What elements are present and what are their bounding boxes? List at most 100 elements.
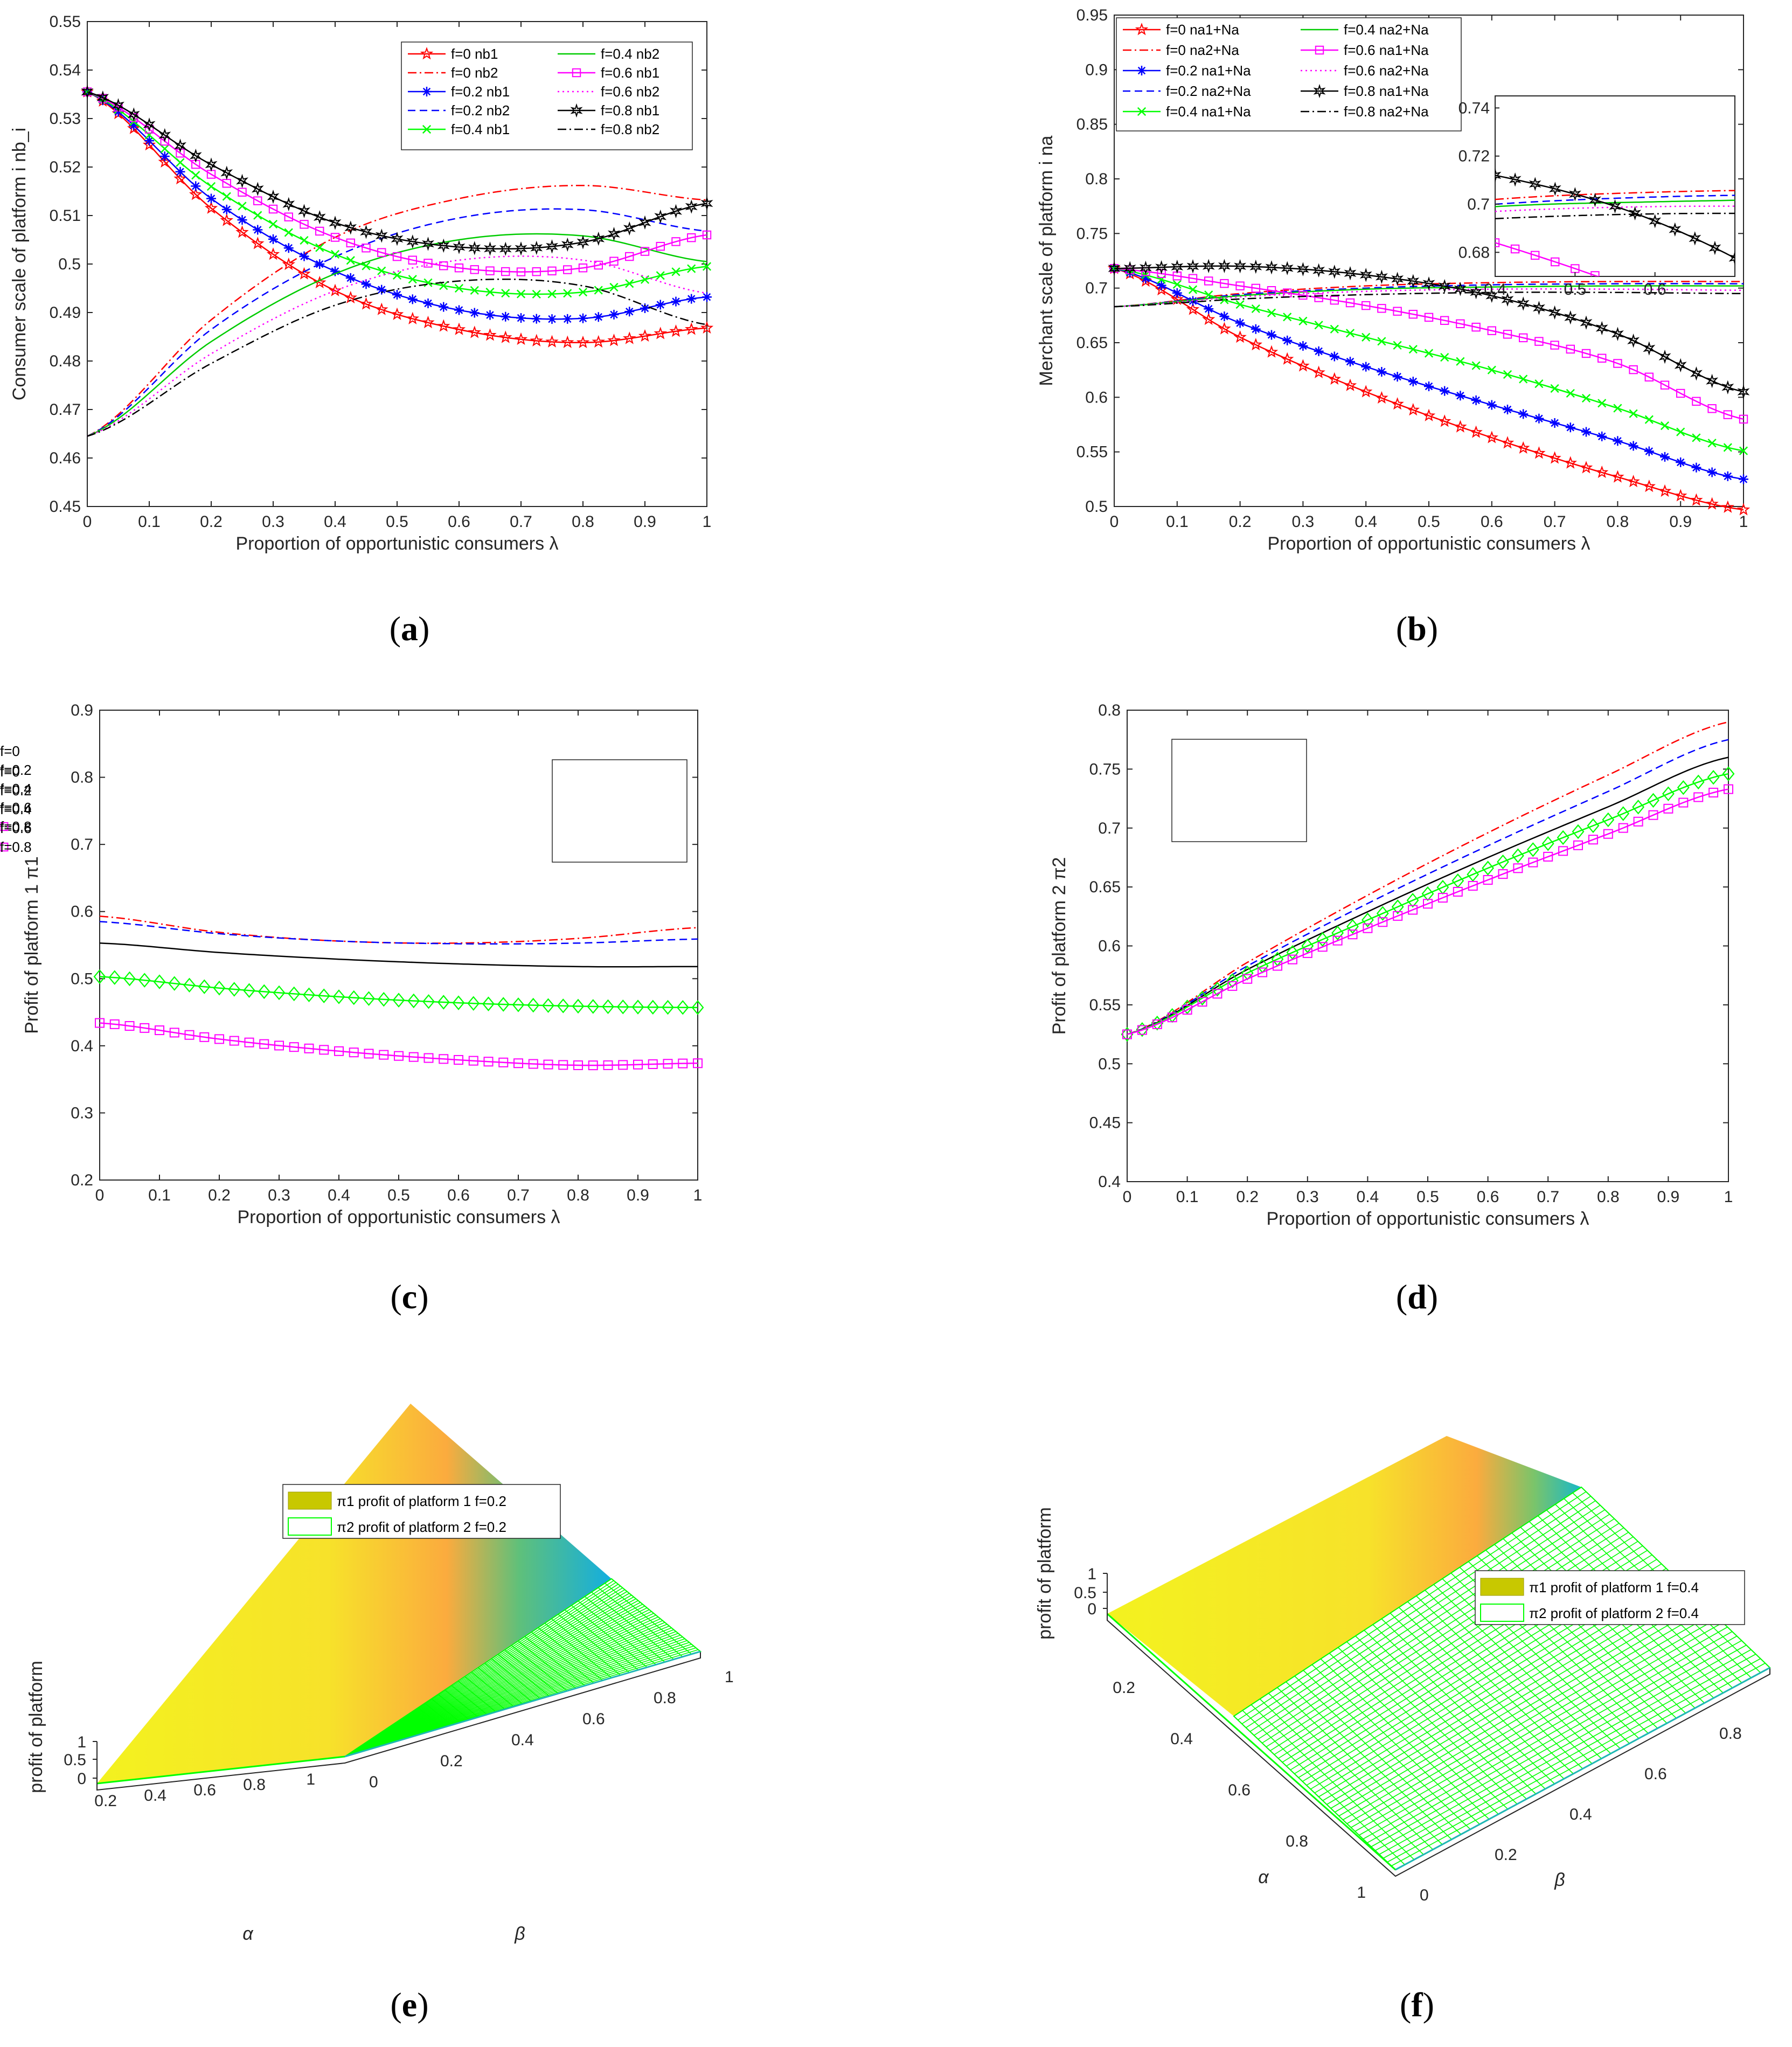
series-marker-2 — [1345, 357, 1355, 367]
surface-front-edge — [344, 1650, 701, 1758]
series-marker-6 — [1393, 307, 1402, 316]
series-marker-4 — [1172, 280, 1182, 289]
inset-marker-8 — [1495, 168, 1502, 183]
legend-marker — [1137, 66, 1147, 75]
y-tick-label: 0.65 — [1089, 878, 1121, 896]
series-marker-4 — [1618, 823, 1628, 833]
series-marker-4 — [268, 219, 278, 229]
series-marker-8 — [158, 128, 171, 143]
series-marker-3 — [1722, 766, 1735, 781]
series-marker-4 — [1723, 443, 1732, 452]
series-marker-0 — [1721, 500, 1735, 513]
series-marker-8 — [685, 199, 698, 214]
alpha-tick-label: 0.6 — [1228, 1781, 1251, 1799]
legend-marker — [422, 124, 432, 134]
mesh-line — [1335, 1599, 1700, 1813]
inset-marker-8 — [1548, 182, 1561, 196]
mesh-line — [1346, 1613, 1714, 1824]
x-tick-label: 0.7 — [1544, 513, 1566, 531]
series-marker-4 — [671, 267, 680, 276]
series-marker-4 — [1693, 792, 1704, 802]
series-marker-8 — [1391, 272, 1404, 286]
x-tick-label: 1 — [703, 513, 712, 531]
y-tick-label: 0.51 — [50, 207, 81, 225]
series-marker-2 — [1329, 351, 1339, 362]
series-marker-8 — [189, 148, 202, 163]
legend-marker — [0, 842, 9, 852]
mesh-line — [518, 1640, 577, 1689]
series-marker-6 — [1362, 301, 1371, 310]
series-marker-2 — [1219, 311, 1230, 322]
y-tick-label: 0.49 — [50, 304, 81, 322]
series-marker-4 — [1273, 961, 1282, 971]
series-marker-4 — [1242, 974, 1253, 984]
series-marker-2 — [1739, 474, 1748, 484]
legend-entry-0: f=0 nb1 — [451, 46, 498, 62]
legend-entry-3: f=0.6 — [0, 800, 32, 816]
series-marker-3 — [1376, 906, 1389, 921]
alpha-tick-label: 0.8 — [243, 1776, 266, 1794]
series-marker-0 — [436, 319, 450, 332]
z-axis-label: profit of platform — [26, 1661, 46, 1793]
series-line-6 — [1114, 267, 1744, 420]
series-marker-4 — [423, 1053, 434, 1063]
series-marker-8 — [174, 138, 186, 153]
series-marker-4 — [1298, 316, 1308, 325]
series-marker-6 — [1377, 304, 1386, 313]
series-marker-4 — [1603, 829, 1613, 839]
y-tick-label: 0.6 — [1098, 938, 1121, 955]
series-marker-8 — [468, 241, 481, 255]
series-marker-3 — [1406, 893, 1419, 908]
mesh-line — [551, 1618, 621, 1676]
alpha-axis-label: α — [1258, 1867, 1269, 1888]
series-marker-8 — [1643, 341, 1656, 356]
series-marker-3 — [1692, 774, 1705, 790]
series-marker-4 — [1227, 981, 1238, 991]
series-marker-4 — [222, 192, 231, 201]
mesh-line — [1442, 1578, 1621, 1749]
series-marker-4 — [1332, 935, 1343, 946]
series-marker-4 — [468, 1056, 478, 1066]
z-axis-label: profit of platform — [1034, 1507, 1055, 1640]
series-marker-0 — [654, 327, 667, 339]
series-marker-8 — [530, 240, 543, 255]
inset-plot-area — [1495, 95, 1735, 277]
z-tick-label: 0 — [77, 1770, 86, 1788]
series-marker-0 — [545, 335, 559, 348]
series-marker-3 — [1647, 793, 1659, 808]
series-marker-4 — [1378, 917, 1388, 927]
series-marker-6 — [1629, 365, 1638, 374]
legend-entry-2: f=0.2 na1+Na — [1166, 63, 1251, 79]
series-marker-6 — [1157, 269, 1166, 278]
series-marker-4 — [1678, 797, 1689, 808]
series-marker-2 — [191, 181, 201, 191]
series-marker-2 — [1440, 386, 1450, 396]
inset-marker-8 — [1708, 240, 1721, 255]
series-marker-6 — [1723, 410, 1733, 419]
beta-axis-label: β — [1554, 1870, 1565, 1890]
series-marker-6 — [362, 244, 371, 253]
series-marker-4 — [423, 278, 433, 287]
panel-label-c: (c) — [390, 1278, 428, 1316]
series-marker-4 — [1613, 404, 1622, 413]
inset-y-tick-label: 0.7 — [1467, 196, 1490, 213]
y-tick-label: 0.52 — [50, 158, 81, 176]
series-marker-4 — [238, 202, 247, 211]
series-marker-3 — [1391, 899, 1404, 914]
series-line-4 — [1127, 788, 1729, 1035]
series-marker-3 — [1346, 919, 1359, 934]
legend-entry-4: f=0.8 — [0, 839, 32, 855]
series-marker-0 — [1312, 365, 1325, 378]
series-marker-8 — [329, 216, 342, 230]
series-marker-4 — [140, 1023, 150, 1033]
series-line-0 — [1127, 721, 1729, 1035]
series-marker-0 — [1422, 408, 1436, 421]
series-marker-8 — [421, 237, 435, 251]
series-marker-4 — [1283, 313, 1292, 322]
series-marker-8 — [1548, 305, 1561, 320]
series-marker-3 — [557, 998, 569, 1014]
series-marker-3 — [123, 971, 136, 987]
inset-marker-8 — [1609, 199, 1621, 214]
series-marker-8 — [96, 90, 109, 105]
series-marker-8 — [515, 241, 527, 256]
